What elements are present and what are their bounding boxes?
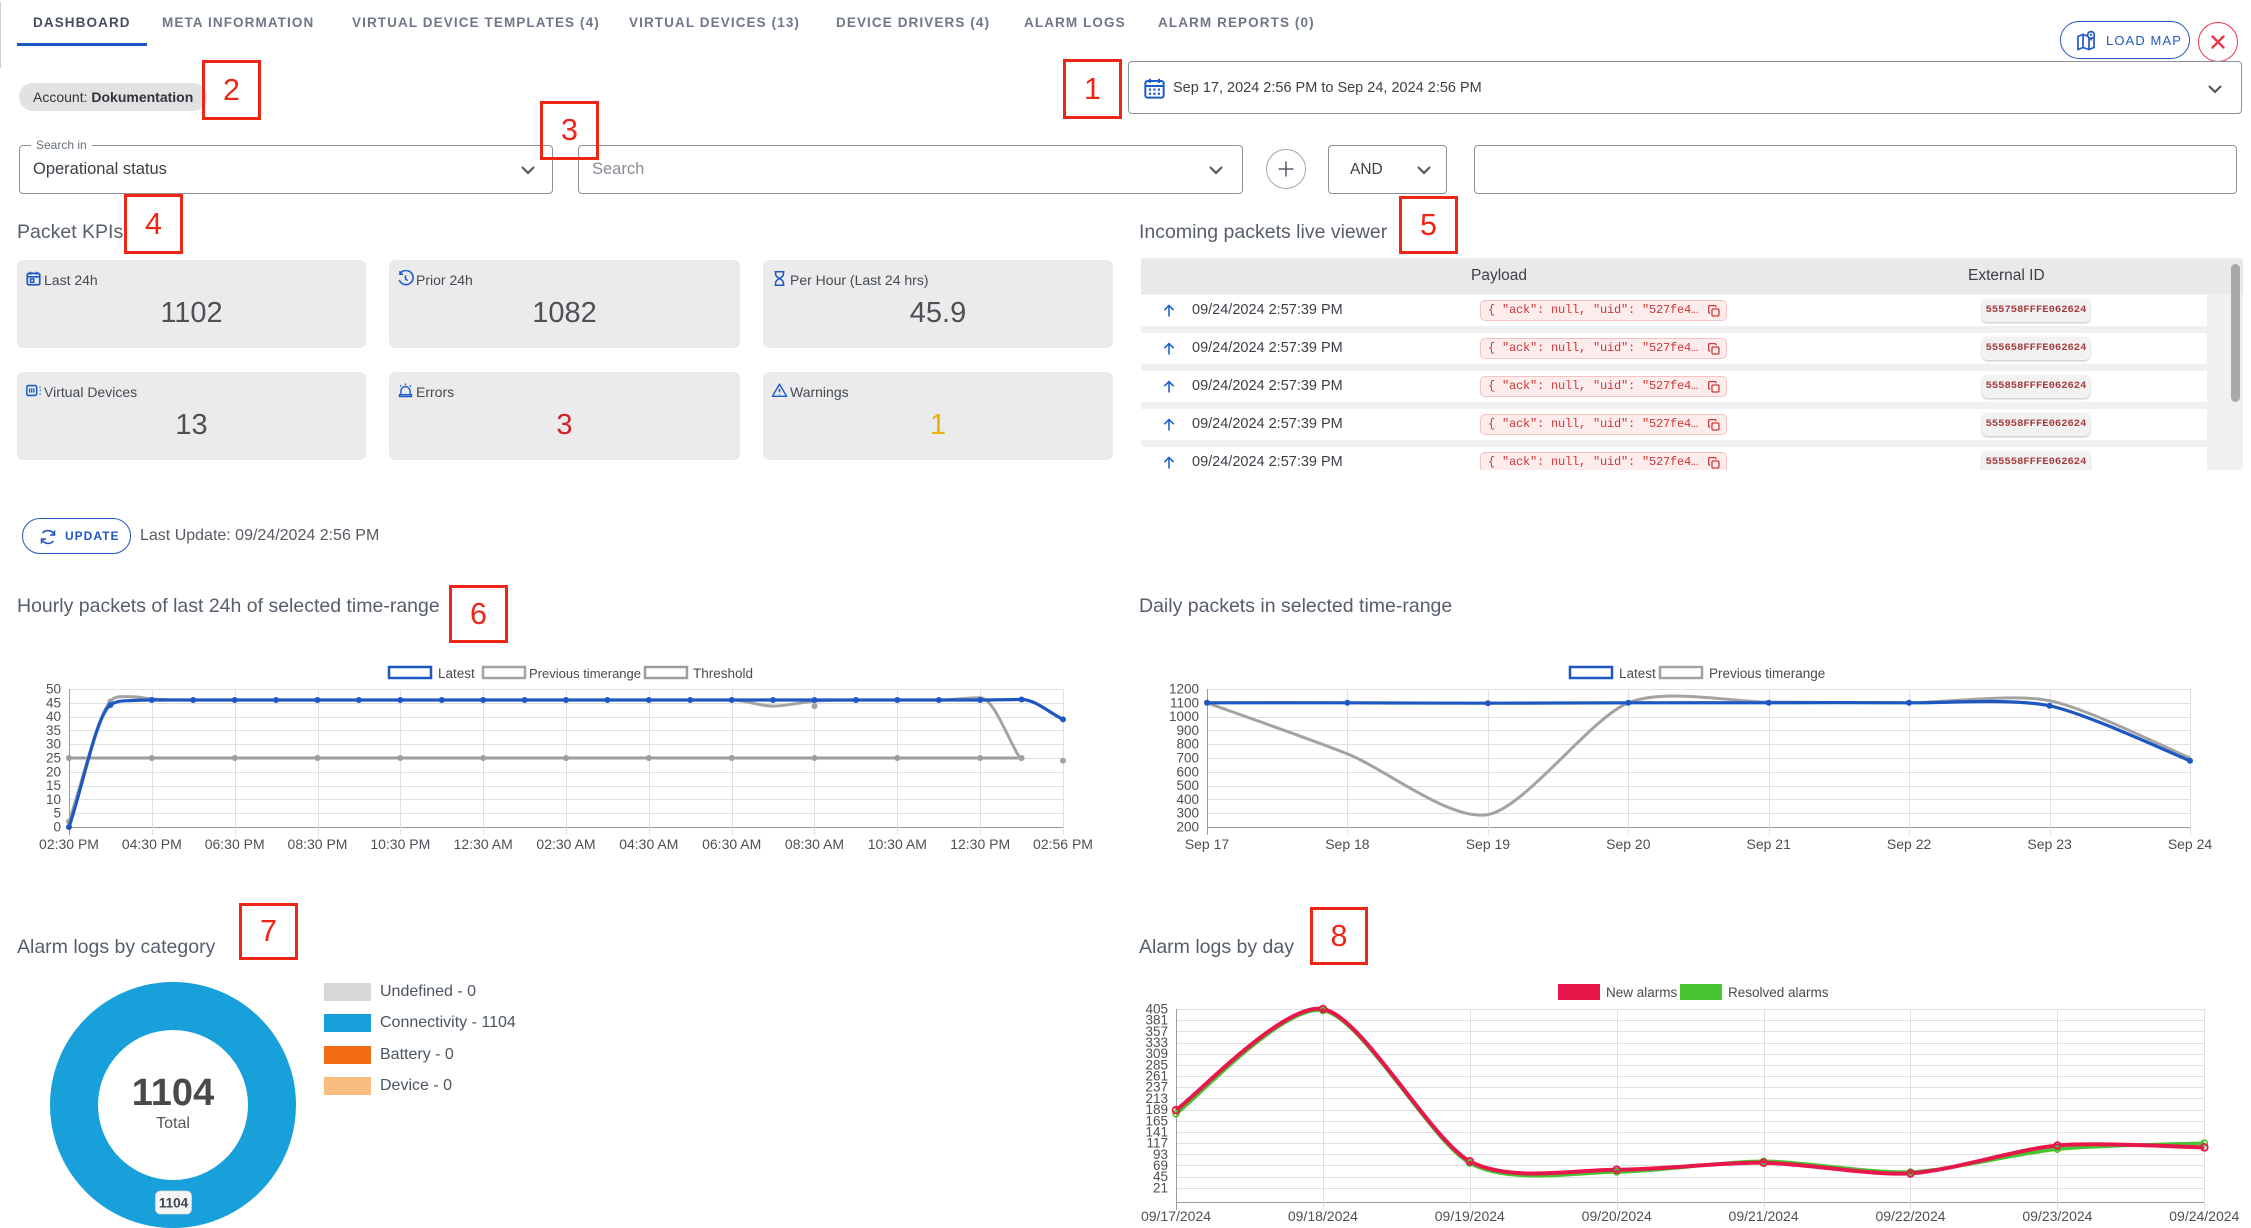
svg-text:200: 200 <box>1176 820 1199 835</box>
svg-text:Threshold: Threshold <box>693 666 753 681</box>
svg-text:600: 600 <box>1176 764 1199 779</box>
svg-text:09/23/2024: 09/23/2024 <box>2022 1208 2092 1224</box>
svg-text:20: 20 <box>46 764 61 779</box>
svg-text:45: 45 <box>46 695 61 710</box>
svg-text:333: 333 <box>1145 1035 1168 1050</box>
svg-text:0: 0 <box>53 820 61 835</box>
svg-text:1104: 1104 <box>159 1196 189 1211</box>
svg-text:09/20/2024: 09/20/2024 <box>1582 1208 1652 1224</box>
svg-text:117: 117 <box>1146 1136 1168 1151</box>
svg-text:09/17/2024: 09/17/2024 <box>1141 1208 1211 1224</box>
svg-text:69: 69 <box>1153 1158 1168 1173</box>
svg-text:237: 237 <box>1145 1080 1168 1095</box>
svg-text:700: 700 <box>1176 751 1199 766</box>
svg-text:400: 400 <box>1176 792 1199 807</box>
svg-text:02:56 PM: 02:56 PM <box>1033 836 1093 852</box>
svg-text:09/19/2024: 09/19/2024 <box>1435 1208 1505 1224</box>
svg-text:300: 300 <box>1176 806 1199 821</box>
svg-text:Latest: Latest <box>1619 666 1656 681</box>
svg-text:261: 261 <box>1145 1069 1168 1084</box>
svg-text:Sep 18: Sep 18 <box>1325 836 1370 852</box>
svg-text:50: 50 <box>46 682 61 697</box>
svg-text:500: 500 <box>1176 778 1199 793</box>
svg-text:800: 800 <box>1176 737 1199 752</box>
svg-text:1000: 1000 <box>1169 709 1199 724</box>
svg-text:Latest: Latest <box>438 666 475 681</box>
svg-text:Sep 24: Sep 24 <box>2168 836 2213 852</box>
svg-text:1104: 1104 <box>132 1072 214 1114</box>
svg-text:12:30 AM: 12:30 AM <box>454 836 513 852</box>
svg-text:35: 35 <box>46 723 61 738</box>
svg-text:45: 45 <box>1153 1169 1168 1184</box>
svg-text:30: 30 <box>46 737 61 752</box>
svg-text:02:30 PM: 02:30 PM <box>39 836 99 852</box>
svg-text:Sep 20: Sep 20 <box>1606 836 1651 852</box>
svg-text:285: 285 <box>1145 1057 1168 1072</box>
svg-text:04:30 AM: 04:30 AM <box>619 836 678 852</box>
svg-text:09/24/2024: 09/24/2024 <box>2169 1208 2239 1224</box>
svg-text:93: 93 <box>1153 1147 1168 1162</box>
svg-text:Sep 17: Sep 17 <box>1185 836 1230 852</box>
svg-text:08:30 AM: 08:30 AM <box>785 836 844 852</box>
svg-text:Sep 23: Sep 23 <box>2027 836 2072 852</box>
svg-text:15: 15 <box>46 778 61 793</box>
svg-text:309: 309 <box>1145 1046 1168 1061</box>
svg-text:Total: Total <box>156 1115 190 1132</box>
svg-text:40: 40 <box>46 709 61 724</box>
svg-text:10: 10 <box>46 792 61 807</box>
svg-text:Sep 19: Sep 19 <box>1466 836 1511 852</box>
svg-text:25: 25 <box>46 751 61 766</box>
svg-text:165: 165 <box>1145 1113 1168 1128</box>
svg-text:1100: 1100 <box>1170 695 1199 710</box>
svg-text:5: 5 <box>53 806 61 821</box>
svg-text:12:30 PM: 12:30 PM <box>950 836 1010 852</box>
svg-text:09/22/2024: 09/22/2024 <box>1875 1208 1945 1224</box>
svg-text:213: 213 <box>1145 1091 1168 1106</box>
svg-text:Previous timerange: Previous timerange <box>1709 666 1825 681</box>
svg-text:Resolved alarms: Resolved alarms <box>1728 985 1829 1000</box>
svg-text:405: 405 <box>1145 1002 1168 1017</box>
svg-text:189: 189 <box>1145 1102 1168 1117</box>
svg-text:08:30 PM: 08:30 PM <box>288 836 348 852</box>
svg-text:09/18/2024: 09/18/2024 <box>1288 1208 1358 1224</box>
svg-text:141: 141 <box>1145 1124 1168 1139</box>
svg-text:06:30 PM: 06:30 PM <box>205 836 265 852</box>
svg-text:06:30 AM: 06:30 AM <box>702 836 761 852</box>
svg-text:02:30 AM: 02:30 AM <box>536 836 595 852</box>
svg-text:1200: 1200 <box>1169 682 1199 697</box>
svg-text:381: 381 <box>1145 1013 1168 1028</box>
svg-text:10:30 PM: 10:30 PM <box>370 836 430 852</box>
svg-text:Previous timerange: Previous timerange <box>529 666 641 681</box>
svg-text:09/21/2024: 09/21/2024 <box>1729 1208 1799 1224</box>
svg-text:New alarms: New alarms <box>1606 985 1678 1000</box>
svg-text:10:30 AM: 10:30 AM <box>868 836 927 852</box>
svg-text:900: 900 <box>1176 723 1199 738</box>
svg-text:357: 357 <box>1145 1024 1168 1039</box>
svg-text:Sep 22: Sep 22 <box>1887 836 1932 852</box>
svg-text:21: 21 <box>1153 1180 1168 1195</box>
svg-text:Sep 21: Sep 21 <box>1747 836 1792 852</box>
svg-text:04:30 PM: 04:30 PM <box>122 836 182 852</box>
